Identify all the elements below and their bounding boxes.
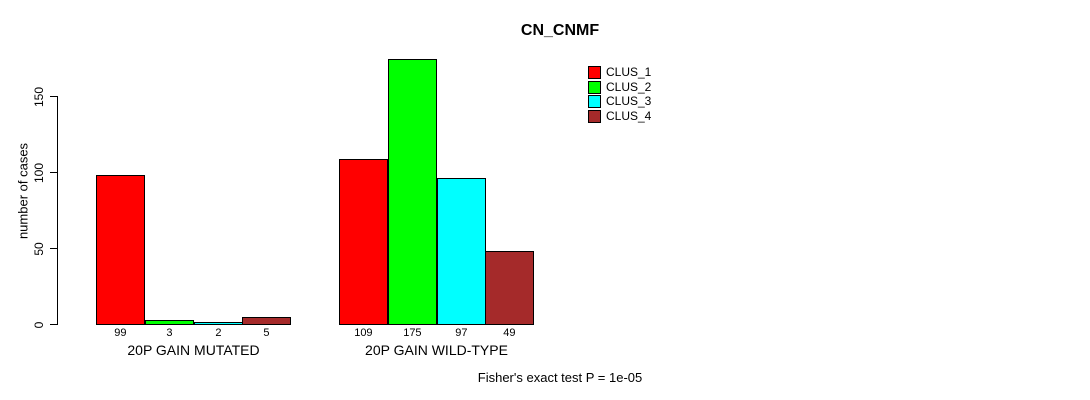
bar-value-label: 109 xyxy=(354,327,373,339)
legend-row-clus_3: CLUS_3 xyxy=(588,95,651,108)
y-tick-label: 100 xyxy=(32,162,46,183)
legend-label: CLUS_3 xyxy=(606,94,652,108)
y-axis-label: number of cases xyxy=(15,142,31,240)
legend-swatch-icon xyxy=(588,109,601,123)
bar-value-label: 2 xyxy=(215,327,222,339)
bar-clus_2-group1 xyxy=(145,320,194,325)
legend-label: CLUS_1 xyxy=(606,65,652,79)
chart-title: CN_CNMF xyxy=(520,22,600,39)
legend-row-clus_4: CLUS_4 xyxy=(588,108,652,123)
y-tick-mark xyxy=(50,96,58,97)
legend-label: CLUS_2 xyxy=(606,79,652,94)
bar-value-label: 3 xyxy=(166,327,173,339)
y-tick-mark xyxy=(50,172,58,173)
y-tick-mark xyxy=(50,324,58,325)
bar-clus_3-group1 xyxy=(194,322,243,325)
bar-clus_2-group2 xyxy=(388,59,437,325)
legend-swatch-icon xyxy=(588,80,601,94)
legend: CLUS_1 CLUS_2 CLUS_3 CLUS_4 xyxy=(588,66,651,123)
y-tick-mark xyxy=(50,248,58,249)
bar-value-label: 49 xyxy=(503,327,516,339)
bar-value-label: 97 xyxy=(455,327,468,339)
bar-clus_1-group2 xyxy=(339,159,388,325)
y-tick-label: 0 xyxy=(32,321,46,328)
bar-value-label: 175 xyxy=(403,327,422,339)
bar-clus_4-group1 xyxy=(242,317,291,325)
bar-value-label: 99 xyxy=(114,327,127,339)
y-axis-line xyxy=(57,96,58,325)
legend-swatch-icon xyxy=(588,66,601,79)
legend-label: CLUS_4 xyxy=(606,108,652,123)
bar-clus_4-group2 xyxy=(485,251,534,325)
legend-swatch-icon xyxy=(588,95,601,108)
legend-row-clus_1: CLUS_1 xyxy=(588,66,651,79)
y-tick-label: 150 xyxy=(32,86,46,107)
legend-row-clus_2: CLUS_2 xyxy=(588,79,652,94)
bar-value-label: 5 xyxy=(263,327,270,339)
group-label-1: 20P GAIN MUTATED xyxy=(127,342,260,358)
bar-clus_3-group2 xyxy=(437,178,486,325)
fisher-test-annotation: Fisher's exact test P = 1e-05 xyxy=(477,370,643,385)
y-tick-label: 50 xyxy=(32,241,46,256)
group-label-2: 20P GAIN WILD-TYPE xyxy=(365,342,508,358)
bar-clus_1-group1 xyxy=(96,175,145,325)
